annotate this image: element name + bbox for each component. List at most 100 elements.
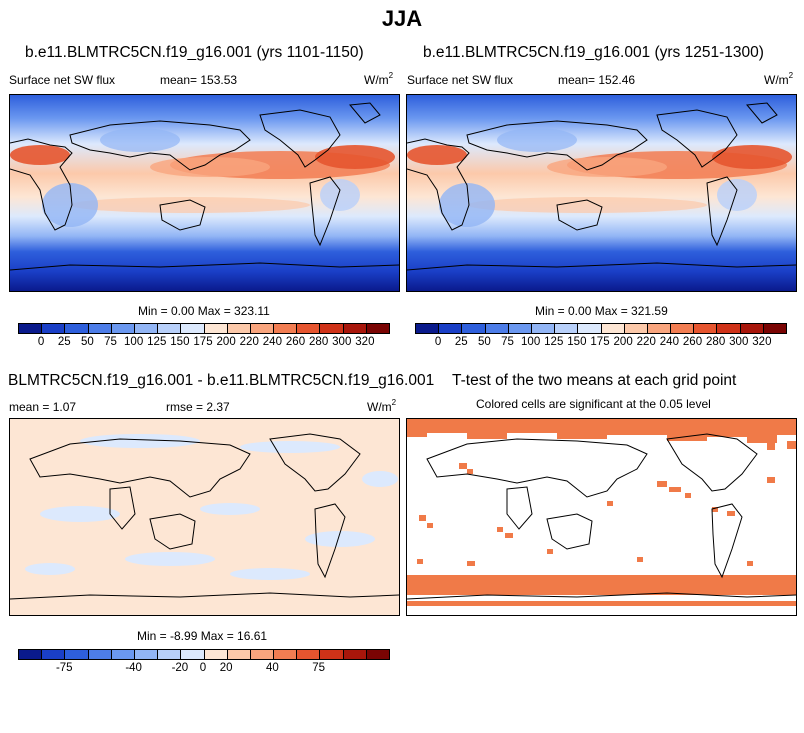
- colorbar-swatch: [439, 324, 463, 333]
- colorbar-swatch: [462, 324, 486, 333]
- panel-title-bottom-right: T-test of the two means at each grid poi…: [452, 372, 737, 389]
- colorbar-swatch: [181, 324, 205, 333]
- tick-label: 175: [193, 336, 213, 348]
- minmax-bottom-left: Min = -8.99 Max = 16.61: [137, 629, 268, 643]
- colorbar-swatch: [578, 324, 602, 333]
- tick-label: 280: [309, 336, 329, 348]
- colorbar-swatch: [624, 324, 648, 333]
- colorbar-swatch: [671, 324, 695, 333]
- colorbar-swatch: [250, 650, 275, 659]
- mean-label-top-left: mean= 153.53: [160, 73, 238, 87]
- colorbar-swatch: [158, 324, 182, 333]
- tick-label: 150: [567, 336, 587, 348]
- colorbar-swatch: [204, 324, 228, 333]
- map-top-right: [406, 94, 797, 292]
- map-bottom-left: [9, 418, 400, 616]
- tick-label: 0: [434, 336, 442, 348]
- colorbar-swatch: [65, 650, 89, 659]
- colorbar-swatch: [343, 650, 367, 659]
- mean-label-top-right: mean= 152.46: [558, 73, 636, 87]
- tick-label: 220: [636, 336, 656, 348]
- tick-label: 0: [37, 336, 45, 348]
- panel-title-top-right: b.e11.BLMTRC5CN.f19_g16.001 (yrs 1251-13…: [423, 44, 764, 61]
- colorbar-swatch: [343, 324, 367, 333]
- units-label-top-left: W/m2: [364, 71, 394, 87]
- panel-title-top-left: b.e11.BLMTRC5CN.f19_g16.001 (yrs 1101-11…: [25, 44, 364, 61]
- mean-label-bottom-left: mean = 1.07: [9, 400, 77, 414]
- sw-flux-map-top-right: [407, 95, 796, 291]
- tick-label: 50: [477, 336, 491, 348]
- colorbar-swatch: [227, 324, 251, 333]
- colorbar-ticks-top-right: 0 25 50 75 100 125 150 175 200 220 240 260 280 300 320: [415, 336, 785, 350]
- colorbar-swatch: [366, 324, 389, 333]
- tick-label: 220: [239, 336, 259, 348]
- tick-label: 150: [170, 336, 190, 348]
- variable-label-top-left: Surface net SW flux: [9, 73, 116, 87]
- tick-label: 100: [124, 336, 144, 348]
- colorbar-swatch: [320, 650, 344, 659]
- tick-label: 200: [613, 336, 633, 348]
- minmax-top-right: Min = 0.00 Max = 321.59: [535, 304, 668, 318]
- tick-label: 280: [706, 336, 726, 348]
- tick-label: 260: [285, 336, 306, 348]
- colorbar-swatch: [111, 324, 135, 333]
- tick-label: 0: [199, 662, 207, 674]
- tick-label: 25: [57, 336, 71, 348]
- colorbar-swatch: [134, 324, 159, 333]
- colorbar-swatch: [42, 650, 66, 659]
- tick-label: 75: [312, 662, 326, 674]
- colorbar-ticks-top-left: 0 25 50 75 100 125 150 175 200 220 240 260 280 300 320: [18, 336, 388, 350]
- colorbar-swatch: [717, 324, 741, 333]
- tick-label: 320: [752, 336, 772, 348]
- colorbar-swatch: [297, 650, 321, 659]
- tick-label: 75: [104, 336, 117, 348]
- colorbar-top-right: [415, 323, 787, 334]
- colorbar-swatch: [601, 324, 625, 333]
- tick-label: 320: [355, 336, 375, 348]
- colorbar-swatch: [88, 324, 112, 333]
- colorbar-swatch: [763, 324, 786, 333]
- figure-title: JJA: [381, 6, 423, 31]
- tick-label: 240: [262, 336, 282, 348]
- tick-label: 300: [332, 336, 352, 348]
- tick-label: -20: [171, 662, 189, 674]
- colorbar-swatch: [111, 650, 135, 659]
- tick-label: -40: [125, 662, 142, 674]
- colorbar-swatch: [134, 650, 159, 659]
- tick-label: 50: [80, 336, 94, 348]
- tick-label: 40: [265, 662, 279, 674]
- colorbar-swatch: [647, 324, 672, 333]
- rmse-label-bottom-left: rmse = 2.37: [166, 400, 230, 414]
- colorbar-swatch: [88, 650, 112, 659]
- colorbar-swatch: [158, 650, 182, 659]
- colorbar-swatch: [19, 324, 43, 333]
- tick-label: 300: [729, 336, 749, 348]
- colorbar-swatch: [508, 324, 532, 333]
- panel-title-bottom-left: BLMTRC5CN.f19_g16.001 - b.e11.BLMTRC5CN.…: [8, 372, 435, 389]
- tick-label: 175: [590, 336, 610, 348]
- colorbar-swatch: [694, 324, 718, 333]
- subtitle-bottom-right: Colored cells are significant at the 0.0…: [476, 397, 711, 411]
- map-top-left: [9, 94, 400, 292]
- difference-map: [10, 419, 399, 615]
- colorbar-swatch: [555, 324, 579, 333]
- tick-label: 200: [216, 336, 236, 348]
- colorbar-swatch: [297, 324, 321, 333]
- colorbar-top-left: [18, 323, 390, 334]
- tick-label: -75: [55, 662, 73, 674]
- tick-label: 125: [147, 336, 167, 348]
- ttest-significance-map: [407, 419, 796, 615]
- colorbar-ticks-bottom-left: -75 -40 -20 0 20 40 75: [18, 662, 388, 676]
- colorbar-swatch: [274, 324, 298, 333]
- colorbar-swatch: [485, 324, 509, 333]
- significant-cells: [407, 419, 796, 606]
- units-label-top-right: W/m2: [764, 71, 794, 87]
- colorbar-swatch: [227, 650, 251, 659]
- tick-label: 20: [219, 662, 233, 674]
- colorbar-bottom-left: [18, 649, 390, 660]
- colorbar-swatch: [19, 650, 43, 659]
- colorbar-swatch: [740, 324, 764, 333]
- units-label-bottom-left: W/m2: [367, 398, 397, 414]
- minmax-top-left: Min = 0.00 Max = 323.11: [138, 304, 270, 318]
- colorbar-swatch: [274, 650, 298, 659]
